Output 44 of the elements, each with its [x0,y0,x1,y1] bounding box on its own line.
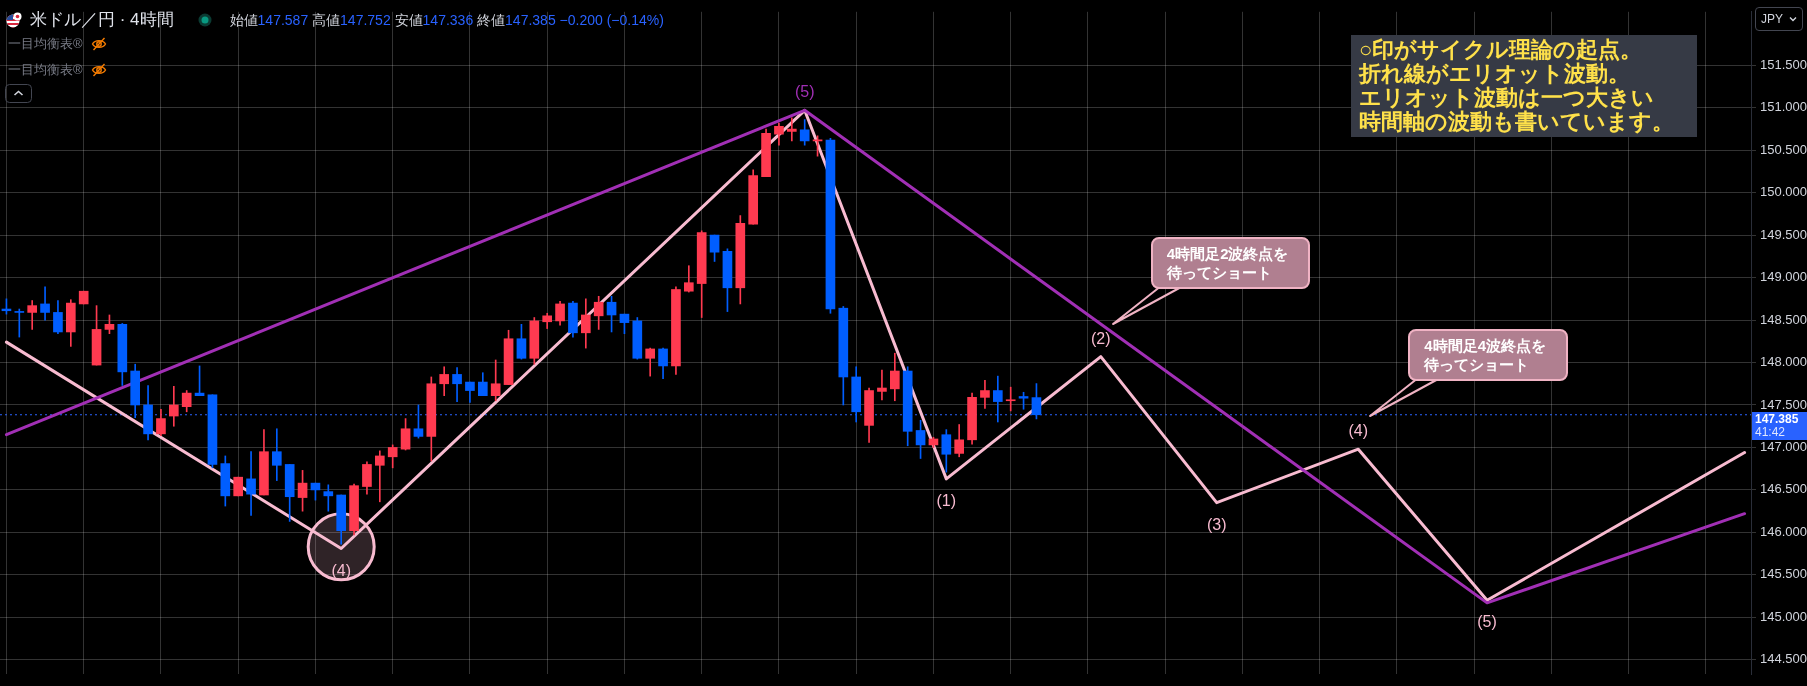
y-tick-label: 145.000 [1760,608,1807,624]
y-tick-label: 146.000 [1760,523,1807,539]
speech-bubble: 4時間足4波終点を待ってショート [1408,329,1568,382]
candlestick [877,369,887,401]
candlestick [374,450,385,503]
y-tick-label: 148.000 [1760,354,1807,370]
text-panel: ○印がサイクル理論の起点。折れ線がエリオット波動。エリオット波動は一つ大きい時間軸の波動も書いています。 [1351,35,1697,137]
y-axis-title: JPY [1761,12,1784,26]
annotation: (4) [1348,422,1369,441]
y-tick-label: 151.000 [1760,99,1807,115]
y-tick-label: 146.500 [1760,481,1807,497]
annotation: (5) [1477,613,1497,632]
y-tick-label: 149.000 [1760,269,1807,285]
candlestick [323,484,334,512]
annotation: (1) [936,491,957,510]
price-tag: 147.385 41:42 [1752,411,1807,440]
candlestick [168,385,179,427]
annotation: (3) [1206,515,1227,534]
y-tick-label: 150.000 [1760,184,1807,200]
annotation: (5) [794,83,815,102]
candlestick [246,451,256,516]
candlestick [27,300,38,330]
speech-bubble: 4時間足2波終点を待ってショート [1150,236,1311,289]
ref-line-label: 147.385 [1755,411,1800,426]
annotation: 4時間足4波終点を待ってショート [1424,336,1547,375]
candlestick [786,117,797,142]
dropdown: JPY [1755,7,1803,31]
y-tick-label: 151.500 [1760,56,1807,72]
y-tick-label: 145.500 [1760,566,1807,582]
y-tick-label: 150.500 [1760,141,1807,157]
y-tick-label: 147.500 [1760,396,1807,412]
annotation: (2) [1091,329,1111,348]
y-tick-label: 148.500 [1760,311,1807,327]
candlestick [14,308,25,338]
y-tick-label: 149.500 [1760,226,1807,242]
annotation: 一目均衡表® [8,62,83,78]
y-tick-label: 144.500 [1760,651,1807,667]
y-tick-label: 147.000 [1760,439,1807,455]
chart-title: 米ドル／円 · 4時間 [30,10,174,30]
annotation: 4時間足2波終点を待ってショート [1166,243,1290,282]
annotation: (4) [331,561,351,580]
candlestick [1005,386,1016,412]
text: 始値147.587 高値147.752 安値147.336 終値147.385 −0.200 (−0.14%) [229,12,664,28]
annotation: 一目均衡表® [8,36,83,52]
